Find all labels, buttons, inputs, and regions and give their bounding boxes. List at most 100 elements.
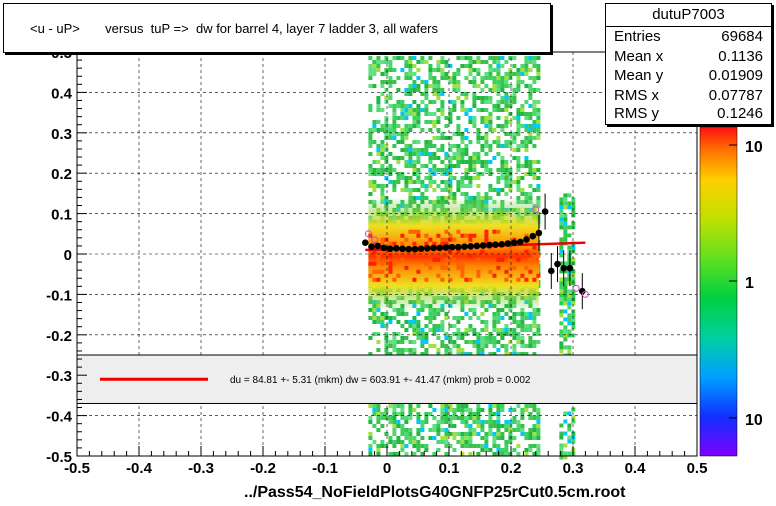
heatmap-cell xyxy=(376,172,381,176)
heatmap-cell xyxy=(512,156,517,160)
heatmap-cell xyxy=(496,80,501,84)
heatmap-cell xyxy=(492,328,497,332)
heatmap-cell xyxy=(504,352,509,356)
heatmap-cell xyxy=(460,233,465,238)
heatmap-cell xyxy=(464,444,469,448)
heatmap-cell xyxy=(448,180,453,184)
heatmap-cell xyxy=(504,424,509,428)
heatmap-cell xyxy=(496,444,501,448)
heatmap-cell xyxy=(448,116,453,120)
heatmap-cell xyxy=(372,140,377,144)
heatmap-cell xyxy=(528,116,533,120)
heatmap-cell xyxy=(436,96,441,100)
heatmap-cell xyxy=(404,452,409,456)
heatmap-cell xyxy=(464,352,469,356)
heatmap-cell xyxy=(492,273,497,278)
heatmap-cell xyxy=(528,316,533,320)
heatmap-cell xyxy=(536,432,541,436)
heatmap-cell xyxy=(408,352,413,356)
heatmap-cell xyxy=(488,88,493,92)
heatmap-cell xyxy=(500,408,505,412)
heatmap-cell xyxy=(424,144,429,148)
heatmap-cell xyxy=(512,92,517,96)
heatmap-cell xyxy=(388,404,393,408)
stats-label: Mean y xyxy=(614,67,664,84)
heatmap-cell xyxy=(496,332,501,336)
heatmap-cell xyxy=(512,436,517,440)
heatmap-cell xyxy=(500,436,505,440)
heatmap-cell xyxy=(524,404,529,408)
heatmap-cell xyxy=(536,448,541,452)
heatmap-cell xyxy=(500,424,505,428)
heatmap-cell xyxy=(376,444,381,448)
heatmap-cell xyxy=(524,140,529,144)
stats-row-rms-x: RMS x 0.07787 xyxy=(614,87,763,107)
heatmap-cell xyxy=(428,72,433,76)
heatmap-cell xyxy=(512,348,517,352)
heatmap-cell xyxy=(500,84,505,88)
heatmap-cell xyxy=(488,168,493,172)
heatmap-cell xyxy=(404,64,409,68)
heatmap-cell xyxy=(432,84,437,88)
heatmap-cell xyxy=(384,96,389,100)
heatmap-cell xyxy=(452,84,457,88)
heatmap-cell xyxy=(484,124,489,128)
heatmap-cell xyxy=(452,72,457,76)
heatmap-cell xyxy=(512,96,517,100)
heatmap-cell xyxy=(400,112,405,116)
heatmap-cell xyxy=(496,144,501,148)
heatmap-cell xyxy=(528,84,533,88)
heatmap-cell xyxy=(420,436,425,440)
heatmap-cell xyxy=(388,84,393,88)
heatmap-cell xyxy=(496,100,501,104)
heatmap-cell xyxy=(388,68,393,72)
heatmap-cell xyxy=(484,76,489,80)
heatmap-cell xyxy=(476,156,481,160)
heatmap-cell xyxy=(516,168,521,172)
heatmap-cell xyxy=(448,416,453,420)
heatmap-cell xyxy=(412,112,417,116)
heatmap-cell xyxy=(464,340,469,344)
profile-point xyxy=(492,241,499,249)
heatmap-cell xyxy=(492,412,497,416)
heatmap-cell xyxy=(492,352,497,356)
heatmap-cell xyxy=(456,152,461,156)
heatmap-cell xyxy=(524,112,529,116)
heatmap-cell xyxy=(456,72,461,76)
heatmap-cell xyxy=(396,116,401,120)
heatmap-cell xyxy=(468,444,473,448)
heatmap-cell xyxy=(567,305,572,310)
heatmap-cell xyxy=(504,180,509,184)
open-marker xyxy=(364,230,372,238)
heatmap-cell xyxy=(571,201,576,206)
heatmap-cell xyxy=(368,56,373,60)
heatmap-cell xyxy=(524,124,529,128)
heatmap-cell xyxy=(436,156,441,160)
heatmap-cell xyxy=(376,152,381,156)
heatmap-cell xyxy=(408,92,413,96)
heatmap-cell xyxy=(460,192,465,196)
heatmap-cell xyxy=(516,176,521,180)
heatmap-cell xyxy=(524,328,529,332)
heatmap-cell xyxy=(436,168,441,172)
heatmap-cell xyxy=(424,340,429,344)
heatmap-cell xyxy=(500,257,505,262)
heatmap-cell xyxy=(440,416,445,420)
heatmap-cell xyxy=(460,148,465,152)
heatmap-cell xyxy=(444,428,449,432)
heatmap-cell xyxy=(384,68,389,72)
heatmap-cell xyxy=(559,281,564,286)
heatmap-cell xyxy=(480,120,485,124)
heatmap-cell xyxy=(412,116,417,120)
heatmap-cell xyxy=(536,116,541,120)
heatmap-cell xyxy=(520,124,525,128)
heatmap-cell xyxy=(416,444,421,448)
heatmap-cell xyxy=(500,332,505,336)
heatmap-cell xyxy=(380,269,385,274)
heatmap-cell xyxy=(571,407,576,412)
heatmap-cell xyxy=(532,332,537,336)
heatmap-cell xyxy=(496,152,501,156)
heatmap-cell xyxy=(504,348,509,352)
heatmap-cell xyxy=(571,261,576,266)
heatmap-cell xyxy=(536,412,541,416)
